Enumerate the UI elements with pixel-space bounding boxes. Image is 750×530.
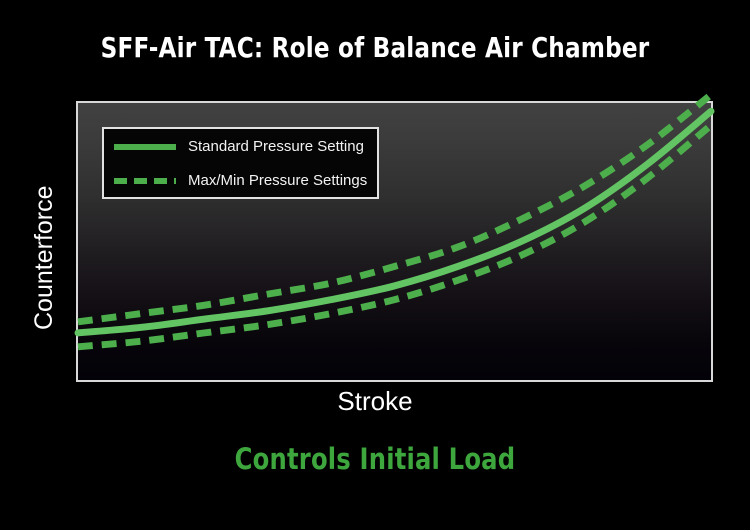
plot-area: Standard Pressure Setting Max/Min Pressu… [74,92,715,382]
chart-curves [74,92,715,351]
curve-max-pressure [77,92,714,326]
x-axis-label: Stroke [337,386,413,416]
legend-item-standard: Standard Pressure Setting [104,130,377,164]
legend-label-standard: Standard Pressure Setting [188,138,364,155]
chart-legend: Standard Pressure Setting Max/Min Pressu… [102,127,379,199]
legend-label-maxmin: Max/Min Pressure Settings [188,172,368,189]
curve-min-pressure [77,122,714,351]
y-axis-label: Counterforce [30,185,58,330]
solid-line-swatch-icon [114,144,176,150]
curve-standard-pressure [74,107,715,337]
legend-item-maxmin: Max/Min Pressure Settings [104,164,377,198]
chart-caption: Controls Initial Load [234,442,516,476]
page-title: SFF-Air TAC: Role of Balance Air Chamber [100,31,650,64]
dashed-line-swatch-icon [114,178,176,184]
